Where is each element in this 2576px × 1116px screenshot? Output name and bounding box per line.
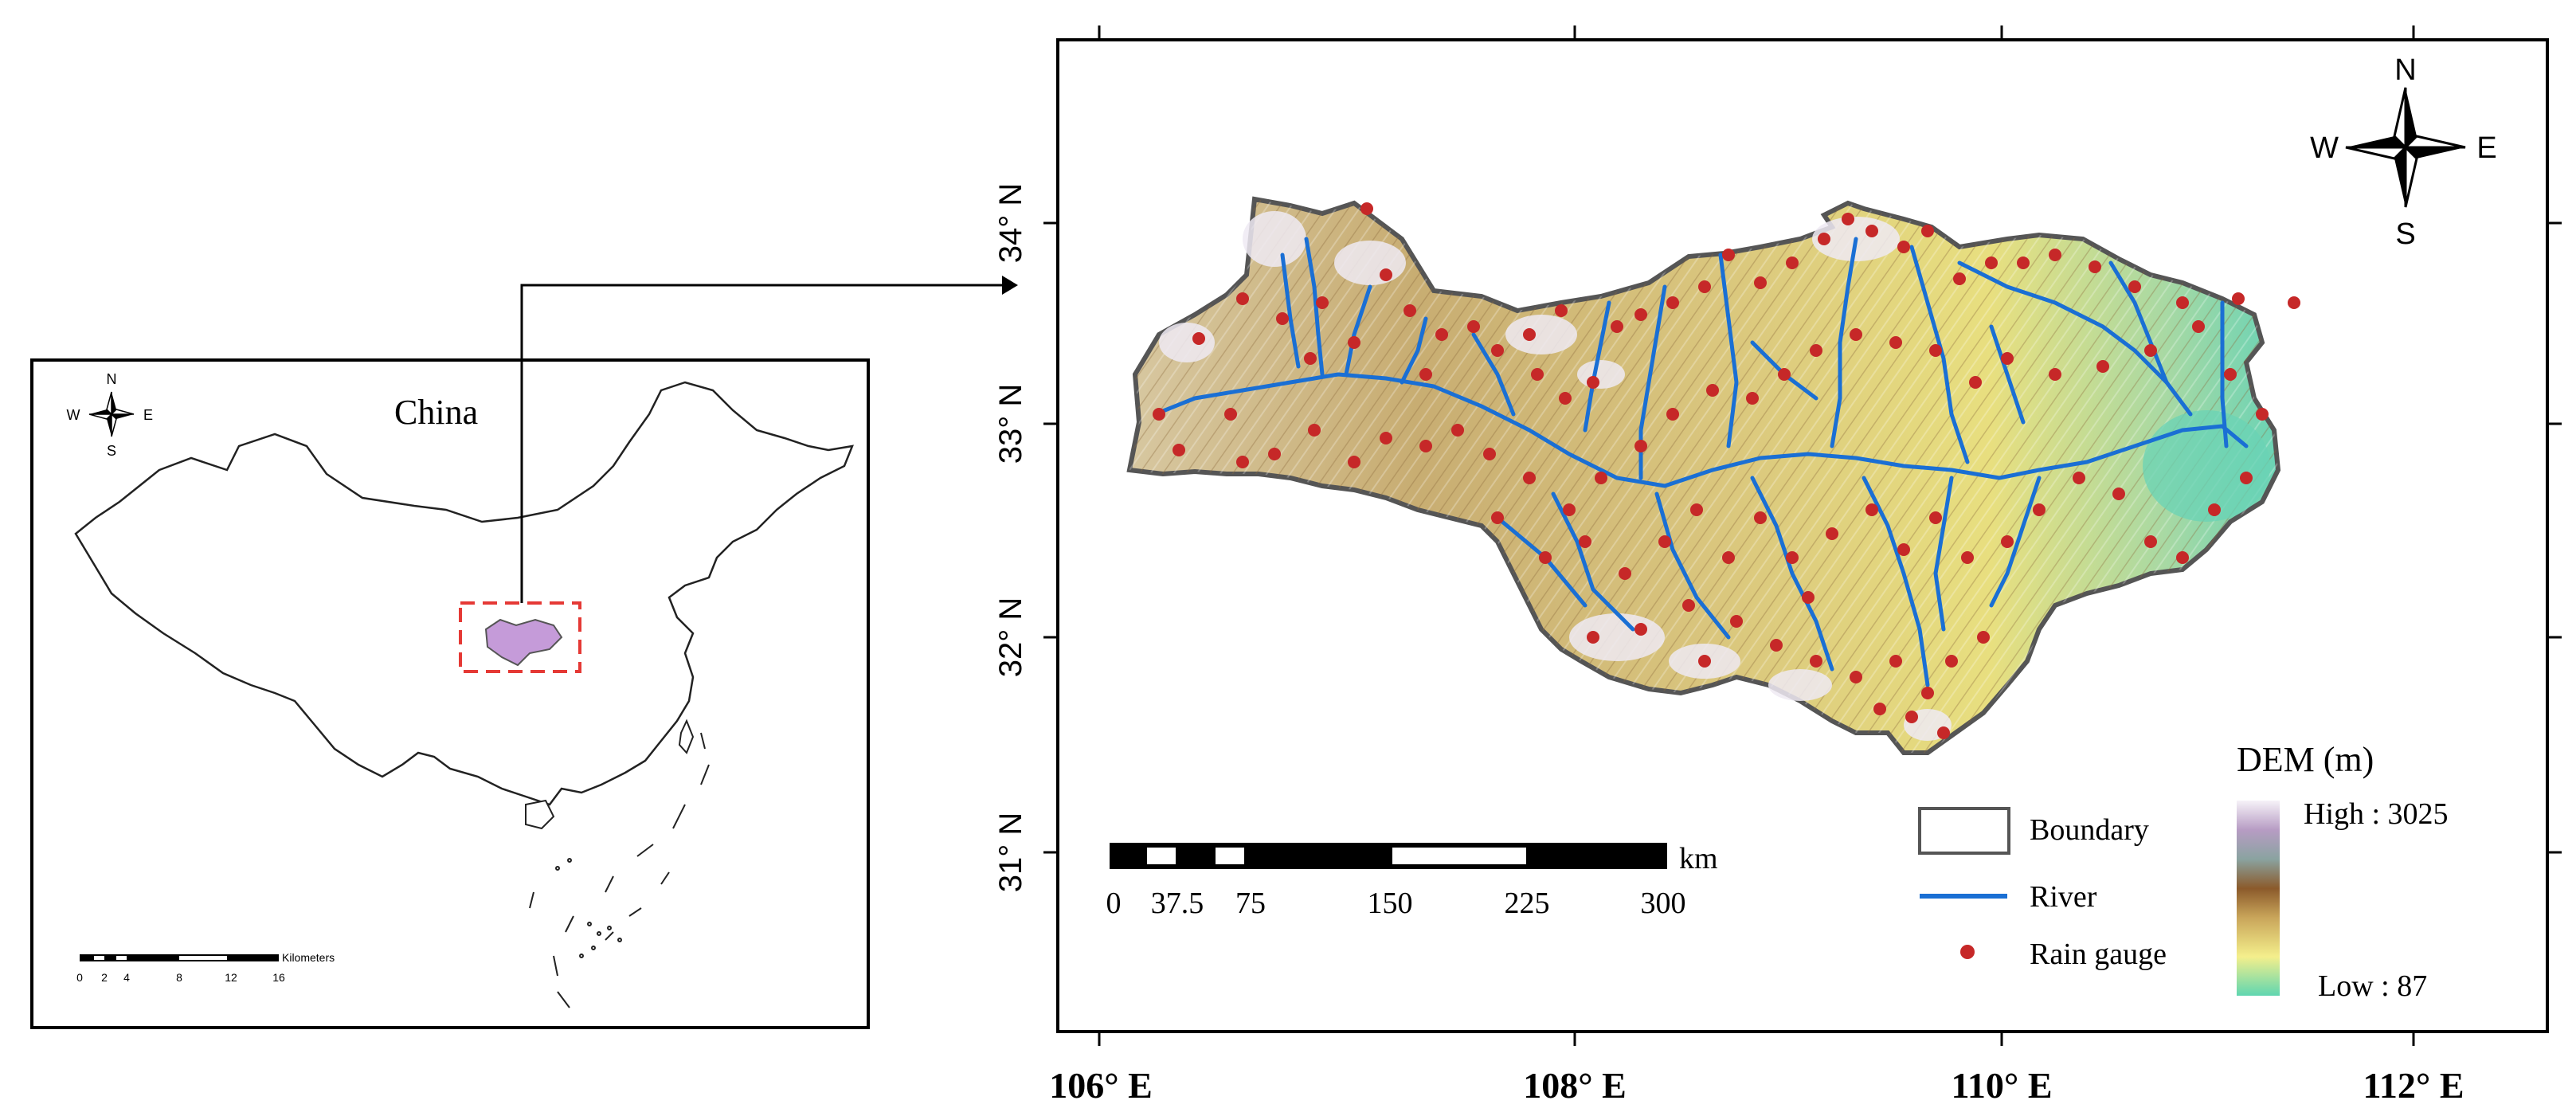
inset-scale-unit: Kilometers xyxy=(282,951,335,964)
lat-label-32: 32° N xyxy=(993,597,1028,678)
inset-compass-s: S xyxy=(107,443,116,459)
main-map: 34° N 33° N 32° N 31° N 106° E 108° E 11… xyxy=(993,25,2562,1106)
inset-scale-tick: 8 xyxy=(176,971,182,984)
main-compass-e: E xyxy=(2476,131,2496,165)
inset-compass-e: E xyxy=(143,407,153,423)
hainan-island xyxy=(525,799,555,830)
basin-relief-texture xyxy=(1129,199,2278,753)
main-scale-tick: 0 xyxy=(1106,887,1122,920)
leader-arrow xyxy=(1002,276,1018,295)
inset-scale-tick: 12 xyxy=(225,971,237,984)
legend-rain-gauge-swatch xyxy=(1960,945,1975,959)
inset-scale-tick: 2 xyxy=(101,971,108,984)
main-compass-n: N xyxy=(2394,53,2416,87)
lon-label-106: 106° E xyxy=(1049,1065,1153,1106)
legend-rain-gauge-label: Rain gauge xyxy=(2030,938,2167,971)
study-area-highlight-box xyxy=(459,601,581,673)
leader-line xyxy=(520,284,1004,603)
main-scale-bar xyxy=(1110,843,1667,869)
inset-compass-w: W xyxy=(67,407,80,423)
inset-scale-tick: 16 xyxy=(272,971,285,984)
china-label: China xyxy=(394,393,478,432)
lon-label-108: 108° E xyxy=(1523,1065,1627,1106)
study-area-inset xyxy=(484,618,563,667)
main-compass-s: S xyxy=(2395,217,2415,251)
main-scale-tick: 37.5 xyxy=(1151,887,1204,920)
lat-label-31: 31° N xyxy=(993,813,1028,893)
inset-map: N S E W China Kilometers 0 2 4 8 12 16 xyxy=(30,276,1018,1029)
legend-boundary-swatch xyxy=(1918,807,2010,855)
main-scale-unit: km xyxy=(1679,842,1718,875)
main-scale-tick: 225 xyxy=(1505,887,1550,920)
main-compass-icon xyxy=(2345,87,2466,208)
legend: Boundary River Rain gauge DEM (m) High :… xyxy=(1918,740,2449,1003)
taiwan-island xyxy=(678,719,695,754)
legend-dem-ramp xyxy=(2237,801,2280,996)
south-china-sea-islands xyxy=(529,732,710,1008)
rain-gauges xyxy=(1153,202,2300,739)
graticule-ticks xyxy=(1043,25,2562,1046)
legend-dem-title: DEM (m) xyxy=(2237,740,2374,779)
legend-river-label: River xyxy=(2030,880,2097,914)
inset-compass-icon xyxy=(88,391,135,437)
lon-label-112: 112° E xyxy=(2363,1065,2464,1106)
legend-dem-low: Low : 87 xyxy=(2318,969,2427,1003)
main-scale-tick: 150 xyxy=(1368,887,1413,920)
inset-scale-tick: 0 xyxy=(76,971,83,984)
main-scale-tick: 300 xyxy=(1641,887,1686,920)
inset-scale-tick: 4 xyxy=(123,971,130,984)
legend-boundary-label: Boundary xyxy=(2030,813,2149,847)
inset-scale-bar xyxy=(80,954,279,961)
river-network xyxy=(1153,237,2249,687)
main-scale-tick: 75 xyxy=(1235,887,1266,920)
china-outline xyxy=(74,381,854,806)
lat-label-34: 34° N xyxy=(993,183,1028,264)
inset-compass-n: N xyxy=(107,371,117,387)
legend-dem-high: High : 3025 xyxy=(2304,797,2449,831)
main-compass-w: W xyxy=(2310,131,2339,165)
lat-label-33: 33° N xyxy=(993,384,1028,464)
lon-label-110: 110° E xyxy=(1951,1065,2052,1106)
